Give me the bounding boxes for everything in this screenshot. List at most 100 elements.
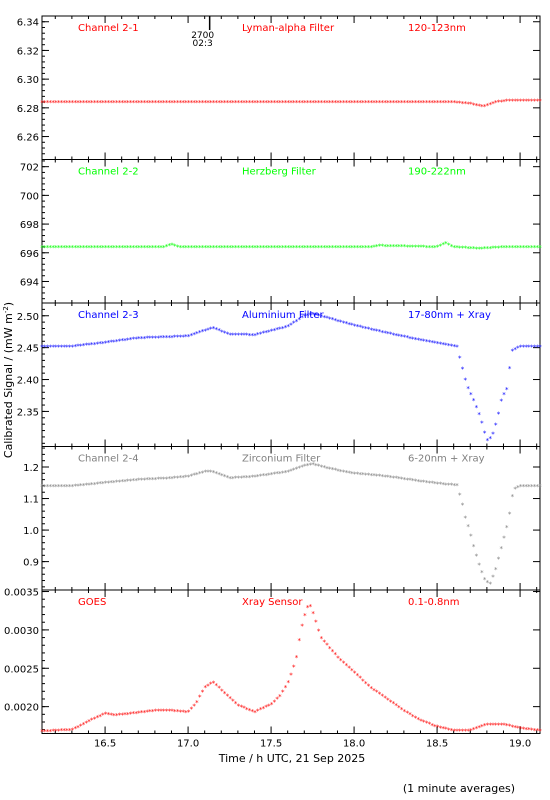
data-point: * xyxy=(480,245,484,253)
data-point: * xyxy=(40,99,44,107)
data-point: * xyxy=(123,711,127,719)
data-point: * xyxy=(54,343,58,351)
data-point: * xyxy=(226,99,230,107)
panel-frame xyxy=(41,15,541,160)
data-point: * xyxy=(452,482,456,490)
data-point: * xyxy=(331,466,335,474)
data-point: * xyxy=(251,332,255,340)
data-point: * xyxy=(392,474,396,482)
y-tick-label: 0.0030 xyxy=(4,626,39,637)
data-point: * xyxy=(43,244,47,252)
data-point: * xyxy=(259,706,263,714)
data-point: * xyxy=(386,99,390,107)
data-point: * xyxy=(162,334,166,342)
data-point: * xyxy=(394,702,398,710)
data-point: * xyxy=(93,99,97,107)
data-point: * xyxy=(524,726,528,734)
panel-channel-label: GOES xyxy=(78,597,106,608)
data-point: * xyxy=(98,99,102,107)
data-point: * xyxy=(267,471,271,479)
data-point: * xyxy=(168,334,172,342)
data-point: * xyxy=(475,553,479,561)
data-point: * xyxy=(325,99,329,107)
data-point: * xyxy=(168,99,172,107)
data-point: * xyxy=(278,693,282,701)
y-tick-label: 2.35 xyxy=(17,407,39,418)
data-point: * xyxy=(256,331,260,339)
data-point: * xyxy=(455,727,459,735)
data-point: * xyxy=(461,727,465,735)
data-point: * xyxy=(417,244,421,252)
data-point: * xyxy=(253,332,257,340)
data-point: * xyxy=(253,99,257,107)
data-point: * xyxy=(383,694,387,702)
data-point: * xyxy=(339,468,343,476)
data-point: * xyxy=(209,244,213,252)
panel-channel-label: Channel 2-1 xyxy=(78,23,139,34)
y-tick-label: 2.45 xyxy=(17,344,39,355)
data-point: * xyxy=(284,99,288,107)
data-point: * xyxy=(184,99,188,107)
data-point: * xyxy=(425,338,429,346)
data-point: * xyxy=(184,474,188,482)
data-point: * xyxy=(192,244,196,252)
data-point: * xyxy=(397,243,401,251)
data-point: * xyxy=(215,326,219,334)
data-point: * xyxy=(511,244,515,252)
data-point: * xyxy=(51,483,55,491)
panel-channel-label: Channel 2-4 xyxy=(78,454,139,465)
data-point: * xyxy=(502,534,506,542)
data-point: * xyxy=(40,728,44,736)
data-point: * xyxy=(358,244,362,252)
data-point: * xyxy=(201,328,205,336)
data-point: * xyxy=(264,472,268,480)
data-point: * xyxy=(405,709,409,717)
data-point: * xyxy=(430,339,434,347)
data-point: * xyxy=(201,469,205,477)
y-tick-label: 2.40 xyxy=(17,376,39,387)
data-point: * xyxy=(383,473,387,481)
data-point: * xyxy=(129,336,133,344)
data-point: * xyxy=(500,98,504,106)
data-point: * xyxy=(475,102,479,110)
data-point: * xyxy=(502,98,506,106)
data-point: * xyxy=(126,711,130,719)
data-point: * xyxy=(134,244,138,252)
data-point: * xyxy=(328,99,332,107)
y-tick-label: 0.9 xyxy=(23,558,39,569)
data-point: * xyxy=(455,99,459,107)
data-point: * xyxy=(201,99,205,107)
data-point: * xyxy=(251,474,255,482)
data-point: * xyxy=(430,480,434,488)
data-point: * xyxy=(115,99,119,107)
data-point: * xyxy=(43,99,47,107)
data-point: * xyxy=(519,483,523,491)
data-point: * xyxy=(347,665,351,673)
data-point: * xyxy=(472,397,476,405)
data-point: * xyxy=(184,244,188,252)
data-point: * xyxy=(533,483,537,491)
data-point: * xyxy=(165,243,169,251)
data-point: * xyxy=(262,244,266,252)
data-point: * xyxy=(195,99,199,107)
data-point: * xyxy=(339,319,343,327)
shared-xaxis-label: Time / h UTC, 21 Sep 2025 xyxy=(218,752,366,765)
data-point: * xyxy=(132,710,136,718)
data-point: * xyxy=(508,511,512,519)
data-point: * xyxy=(405,99,409,107)
data-point: * xyxy=(533,244,537,252)
data-point: * xyxy=(223,473,227,481)
data-point: * xyxy=(336,318,340,326)
data-point: * xyxy=(428,99,432,107)
data-point: * xyxy=(497,244,501,252)
data-point: * xyxy=(488,721,492,729)
data-point: * xyxy=(256,244,260,252)
data-point: * xyxy=(231,244,235,252)
data-point: * xyxy=(115,244,119,252)
data-point: * xyxy=(513,485,517,493)
data-point: * xyxy=(223,329,227,337)
data-point: * xyxy=(458,100,462,108)
data-point: * xyxy=(151,476,155,484)
data-point: * xyxy=(497,410,501,418)
data-point: * xyxy=(203,244,207,252)
